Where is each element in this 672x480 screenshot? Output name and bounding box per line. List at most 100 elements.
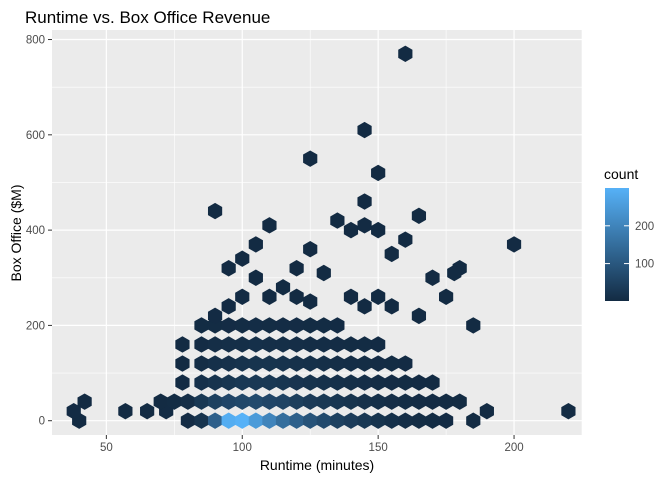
hexbin-cell xyxy=(316,336,331,353)
hexbin-cell xyxy=(248,336,263,353)
hexbin-cell xyxy=(118,402,133,420)
hexbin-cell xyxy=(316,374,331,391)
hexbin-cell xyxy=(466,412,481,429)
hexbin-cell xyxy=(384,245,399,263)
hexbin-cell xyxy=(316,412,331,429)
hexbin-cell xyxy=(275,374,291,391)
hexbin-cell xyxy=(262,412,277,429)
hexbin-cell xyxy=(207,393,223,410)
hexbin-cell xyxy=(303,412,318,429)
hexbin-cell xyxy=(180,393,195,410)
y-tick-label: 800 xyxy=(26,35,45,47)
hexbin-cell xyxy=(371,221,386,239)
hexbin-cell xyxy=(384,412,399,429)
hexbin-cell xyxy=(357,355,372,372)
hexbin-cell xyxy=(371,288,386,306)
legend-title: count xyxy=(604,166,638,182)
x-tick-label: 50 xyxy=(100,442,113,454)
hexbin-cell xyxy=(330,212,345,229)
hexbin-cell xyxy=(425,412,440,429)
hexbin-cell xyxy=(167,393,182,410)
hexbin-cell xyxy=(343,288,359,306)
hexbin-cell xyxy=(371,412,386,429)
hexbin-cell xyxy=(384,298,399,315)
hexbin-cell xyxy=(221,393,236,410)
hexbin-cell xyxy=(194,336,209,353)
hexbin-cell xyxy=(180,412,195,429)
hexbin-cell xyxy=(330,412,345,429)
hexbin-cell xyxy=(384,393,399,410)
hexbin-cell xyxy=(235,336,250,353)
hexbin-cell xyxy=(303,336,318,353)
hexbin-cell xyxy=(175,336,190,353)
hexbin-cell xyxy=(221,374,236,391)
hexbin-cell xyxy=(194,317,209,334)
axis-ticks: 50 100 150 200 0 200 400 600 800 xyxy=(26,35,524,454)
hexbin-cell xyxy=(316,264,331,282)
hexbin-cell xyxy=(425,269,440,286)
hexbin-cell xyxy=(289,412,304,429)
hexbin-cell xyxy=(398,231,413,248)
hexbin-cell xyxy=(303,374,318,391)
hexbin-cell xyxy=(316,355,331,372)
hexbin-cell xyxy=(235,412,250,429)
hexbin-cell xyxy=(303,393,318,410)
hexbin-cell xyxy=(289,288,304,306)
hexbin-cell xyxy=(289,355,304,372)
hexbin-cell xyxy=(262,393,277,410)
hexbin-cell xyxy=(384,355,399,372)
hexbin-cell xyxy=(316,393,331,410)
hexbin-cell xyxy=(248,374,263,391)
hexbin-cell xyxy=(289,374,304,391)
hexbin-cell xyxy=(221,317,236,334)
hexbin-cell xyxy=(303,355,318,372)
hexbin-cell xyxy=(330,336,345,353)
y-tick-label: 400 xyxy=(26,225,45,237)
hexbin-cell xyxy=(384,374,399,391)
hexbin-cell xyxy=(262,336,277,353)
hexbin-cell xyxy=(194,374,209,391)
hexbin-cell xyxy=(221,298,236,315)
hexbin-cell xyxy=(175,374,190,391)
hexbin-cell xyxy=(207,374,223,391)
hexbin-cell xyxy=(207,355,223,372)
hexbin-cell xyxy=(371,393,386,410)
hexbin-cell xyxy=(411,207,427,225)
hexbin-cell xyxy=(140,402,155,420)
hexbin-cell xyxy=(371,164,386,182)
hexbin-cell xyxy=(221,336,236,353)
hexbin-cell xyxy=(357,374,372,391)
hexbin-cell xyxy=(398,374,413,391)
hexbin-cell xyxy=(398,45,413,63)
hexbin-cell xyxy=(175,355,190,372)
hexbin-cell xyxy=(207,412,223,429)
hexbin-cell xyxy=(289,336,304,353)
hexbin-cell xyxy=(194,355,209,372)
hexbin-cell xyxy=(330,374,345,391)
hexbin-cell xyxy=(303,240,318,258)
hexbin-cell xyxy=(194,393,209,410)
hexbin-cell xyxy=(343,393,359,410)
hexbin-cell xyxy=(506,236,522,253)
hexbin-cell xyxy=(425,374,440,391)
hexbin-cell xyxy=(343,374,359,391)
hexbin-cell xyxy=(330,355,345,372)
hexbin-cell xyxy=(77,393,92,410)
legend-colorbar xyxy=(605,188,629,301)
hexbin-cell xyxy=(262,317,277,334)
hexbin-cell xyxy=(289,260,304,277)
legend-tick-label: 100 xyxy=(635,259,654,271)
chart-title: Runtime vs. Box Office Revenue xyxy=(25,8,270,27)
hexbin-cell xyxy=(235,317,250,334)
hexbin-cell xyxy=(275,279,291,296)
hexbin-cell xyxy=(153,393,168,410)
hexbin-cell xyxy=(343,336,359,353)
hexbin-cell xyxy=(194,412,209,429)
hexbin-cell xyxy=(262,217,277,234)
hexbin-cell xyxy=(357,336,372,353)
hexbin-cell xyxy=(330,393,345,410)
hexbin-cell xyxy=(357,298,372,315)
hexbin-cell xyxy=(248,355,263,372)
hexbin-cell xyxy=(221,260,236,277)
